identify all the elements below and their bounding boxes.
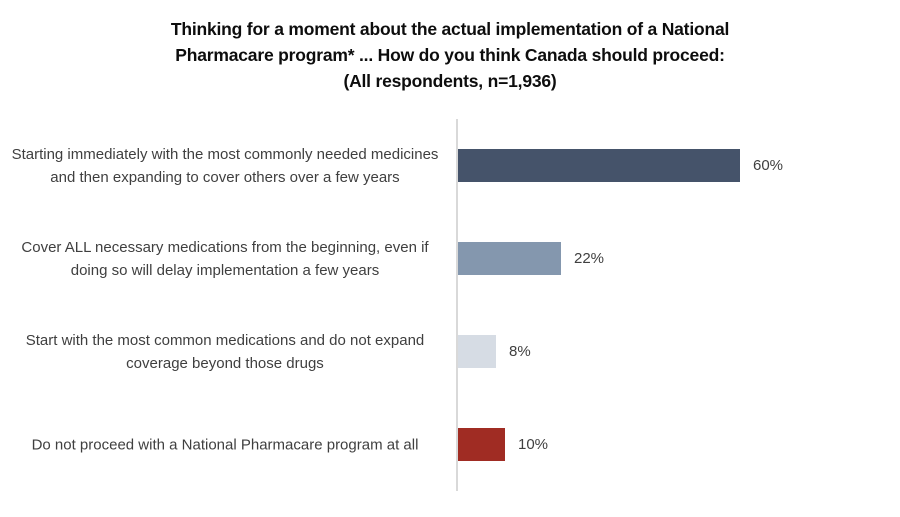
y-axis-line — [456, 119, 458, 491]
bar — [458, 428, 505, 461]
chart-title-line-2: Pharmacare program* ... How do you think… — [175, 45, 725, 65]
value-label: 8% — [509, 343, 531, 360]
category-label: Starting immediately with the most commo… — [11, 145, 439, 186]
bar — [458, 149, 740, 182]
bar-track: 8% — [458, 305, 900, 398]
bar-track: 22% — [458, 212, 900, 305]
bar-row: Start with the most common medications a… — [0, 305, 900, 398]
plot-area: Starting immediately with the most commo… — [0, 119, 900, 491]
bar-track: 60% — [458, 119, 900, 212]
chart-title: Thinking for a moment about the actual i… — [90, 16, 810, 94]
bar — [458, 242, 561, 275]
category-label: Cover ALL necessary medications from the… — [21, 238, 429, 279]
category-label: Start with the most common medications a… — [25, 331, 425, 372]
bar-row: Cover ALL necessary medications from the… — [0, 212, 900, 305]
chart-title-line-3: (All respondents, n=1,936) — [343, 71, 557, 91]
value-label: 60% — [753, 157, 784, 174]
bar-row: Do not proceed with a National Pharmacar… — [0, 398, 900, 491]
category-label: Do not proceed with a National Pharmacar… — [31, 436, 419, 453]
bar-track: 10% — [458, 398, 900, 491]
bar — [458, 335, 496, 368]
value-label: 22% — [574, 250, 605, 267]
chart-title-line-1: Thinking for a moment about the actual i… — [170, 19, 730, 39]
bar-row: Starting immediately with the most commo… — [0, 119, 900, 212]
value-label: 10% — [518, 436, 549, 453]
